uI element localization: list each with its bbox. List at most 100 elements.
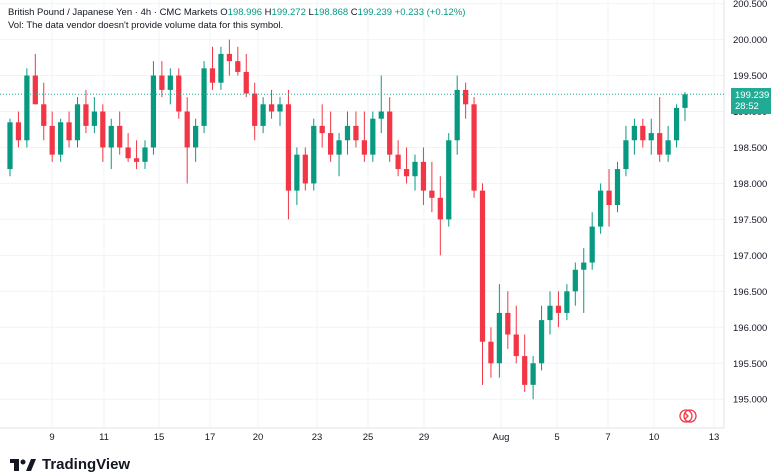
candle-body [235, 61, 241, 72]
candle-body [631, 125, 637, 141]
candle-body [319, 125, 325, 134]
candle-body [159, 75, 165, 90]
candle-body [302, 154, 308, 184]
candle-body [581, 262, 587, 270]
candle-body [285, 104, 292, 191]
candle-body [117, 125, 123, 148]
candle-body [58, 122, 64, 155]
x-tick-label: 15 [154, 432, 165, 443]
y-tick-label: 198.000 [733, 179, 767, 190]
y-tick-label: 200.000 [733, 35, 767, 46]
candle-body [277, 104, 283, 112]
x-tick-label: 9 [49, 432, 54, 443]
candle-body [513, 334, 519, 357]
candle-body [133, 158, 140, 162]
candle-body [49, 125, 55, 155]
high-label: H [264, 7, 272, 18]
candle-body [429, 190, 435, 198]
candle-body [328, 133, 334, 155]
candle-body [167, 75, 173, 90]
candle-body [454, 89, 460, 141]
x-tick-label: 23 [312, 432, 323, 443]
symbol-title: British Pound / Japanese Yen · 4h · CMC … [8, 7, 218, 18]
go-to-realtime-icon[interactable] [678, 408, 698, 424]
y-tick-label: 199.500 [733, 71, 767, 82]
y-tick-label: 195.000 [733, 395, 767, 406]
y-tick-label: 197.000 [733, 251, 767, 262]
candle-body [496, 312, 502, 364]
candle-body [83, 104, 89, 126]
x-tick-label: 5 [554, 432, 559, 443]
candle-body [446, 140, 452, 220]
candle-body [598, 190, 604, 227]
low-label: L [308, 7, 314, 18]
candle-body [403, 169, 410, 177]
last-price-value: 199.239 [735, 90, 770, 102]
candle-body [555, 305, 562, 313]
candle-body [387, 111, 393, 155]
x-tick-label: 7 [605, 432, 610, 443]
last-price-badge: 199.239 28:52 [731, 88, 771, 115]
candle-body [353, 125, 359, 141]
candle-body [522, 356, 528, 385]
candle-body [201, 68, 207, 126]
candle-body [395, 154, 401, 170]
candle-body [673, 107, 680, 141]
x-tick-label: 11 [99, 432, 109, 443]
y-tick-label: 196.000 [733, 323, 767, 334]
open-label: O [220, 7, 228, 18]
candle-body [437, 197, 443, 220]
candle-body [7, 122, 13, 170]
candle-body [344, 125, 351, 141]
candle-body [479, 190, 486, 342]
candle-body [471, 104, 477, 191]
candle-body [572, 269, 578, 292]
close-value: 199.239 [357, 7, 393, 18]
x-tick-label: 17 [205, 432, 216, 443]
symbol-legend: British Pound / Japanese Yen · 4h · CMC … [8, 6, 465, 19]
x-tick-label: 20 [253, 432, 264, 443]
candle-body [209, 68, 216, 83]
y-tick-label: 195.500 [733, 359, 767, 370]
candle-body [640, 125, 646, 141]
candle-body [268, 104, 275, 112]
open-value: 198.996 [227, 7, 263, 18]
y-tick-label: 196.500 [733, 287, 767, 298]
candle-body [488, 341, 494, 364]
candle-body [252, 93, 258, 126]
candle-body [682, 94, 688, 108]
candle-body [648, 133, 654, 141]
candle-body [665, 140, 671, 155]
tradingview-logo[interactable]: TradingView [10, 456, 130, 473]
candle-body [614, 169, 621, 206]
candle-body [412, 161, 418, 177]
candle-body [505, 312, 511, 335]
candle-body [100, 111, 106, 148]
candle-body [125, 147, 131, 159]
x-tick-label: Aug [493, 432, 510, 443]
volume-note: Vol: The data vendor doesn't provide vol… [8, 20, 284, 31]
candle-body [623, 140, 629, 170]
candle-body [108, 125, 114, 148]
y-tick-label: 197.500 [733, 215, 767, 226]
candle-body [226, 53, 232, 62]
candle-body [176, 75, 182, 112]
tradingview-wordmark: TradingView [42, 456, 131, 473]
candle-body [361, 140, 367, 155]
candle-body [294, 154, 300, 191]
candle-body [370, 118, 376, 155]
candle-body [150, 75, 157, 148]
candle-body [311, 125, 317, 184]
candle-body [547, 305, 553, 321]
candle-body [589, 226, 595, 263]
x-tick-label: 13 [709, 432, 720, 443]
candle-body [15, 122, 22, 141]
candle-body [24, 75, 30, 141]
candle-body [657, 133, 663, 155]
bar-countdown: 28:52 [735, 101, 759, 113]
candle-body [530, 363, 536, 385]
y-tick-label: 200.500 [733, 0, 767, 10]
candle-body [260, 104, 266, 126]
high-value: 199.272 [271, 7, 306, 18]
